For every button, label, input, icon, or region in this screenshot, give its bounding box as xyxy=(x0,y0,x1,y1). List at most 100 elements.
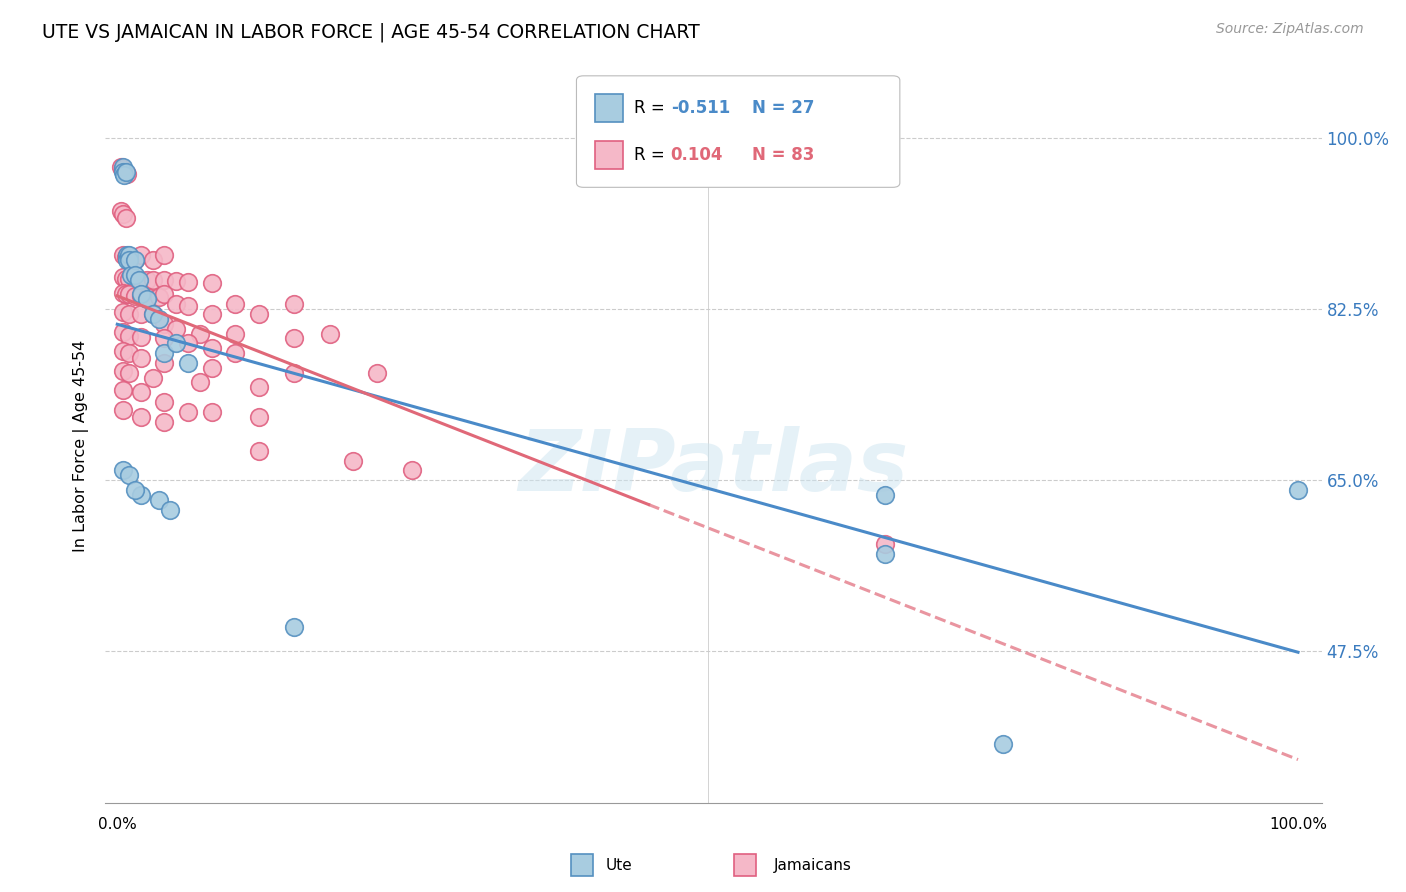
Text: Jamaicans: Jamaicans xyxy=(773,858,852,872)
Point xyxy=(401,463,423,477)
Point xyxy=(112,344,135,359)
Point xyxy=(153,415,176,429)
Text: Source: ZipAtlas.com: Source: ZipAtlas.com xyxy=(1216,22,1364,37)
Point xyxy=(112,463,135,477)
Point xyxy=(128,273,150,287)
Point xyxy=(142,307,165,321)
Text: -0.511: -0.511 xyxy=(671,99,730,117)
Point xyxy=(153,331,176,345)
Point xyxy=(188,376,211,390)
Point xyxy=(120,268,142,282)
Point xyxy=(873,488,896,502)
Y-axis label: In Labor Force | Age 45-54: In Labor Force | Age 45-54 xyxy=(73,340,90,552)
Point xyxy=(124,253,146,268)
Point xyxy=(148,290,170,304)
Point xyxy=(118,468,141,483)
Point xyxy=(114,272,136,286)
Point xyxy=(112,384,135,398)
Point xyxy=(135,273,157,287)
Point xyxy=(224,346,246,360)
Point xyxy=(201,405,224,419)
Point xyxy=(124,272,146,286)
Point xyxy=(153,248,176,262)
Point xyxy=(112,285,135,300)
Point xyxy=(118,366,141,380)
Point xyxy=(112,207,135,221)
Point xyxy=(201,276,224,290)
Point xyxy=(129,273,152,287)
Point xyxy=(142,253,165,268)
Point xyxy=(342,453,364,467)
Point xyxy=(153,273,176,287)
Point xyxy=(115,167,138,181)
Point xyxy=(112,325,135,339)
Point xyxy=(135,293,157,307)
Point xyxy=(1286,483,1309,497)
Point xyxy=(177,405,200,419)
Point xyxy=(188,326,211,341)
Point xyxy=(283,331,305,345)
Point xyxy=(247,443,270,458)
Point xyxy=(124,483,146,497)
Point xyxy=(142,307,165,321)
Point xyxy=(118,272,141,286)
Point xyxy=(224,326,246,341)
Point xyxy=(247,380,270,394)
Point xyxy=(153,395,176,409)
Point xyxy=(247,307,270,321)
Point xyxy=(118,253,141,268)
Point xyxy=(129,287,152,301)
Point xyxy=(118,346,141,360)
Point xyxy=(129,351,152,365)
Point xyxy=(177,275,200,289)
Point xyxy=(142,370,165,384)
Point xyxy=(873,547,896,561)
Point xyxy=(112,305,135,319)
Point xyxy=(118,328,141,343)
Point xyxy=(112,162,135,177)
Point xyxy=(114,250,136,264)
Point xyxy=(112,161,135,175)
Text: 100.0%: 100.0% xyxy=(1270,817,1327,832)
Point xyxy=(118,253,141,268)
Point xyxy=(201,360,224,375)
Point xyxy=(873,537,896,551)
Point xyxy=(129,248,152,262)
Point xyxy=(201,341,224,355)
Point xyxy=(224,297,246,311)
Point xyxy=(366,366,388,380)
Point xyxy=(112,364,135,378)
Point xyxy=(177,356,200,370)
Point xyxy=(114,211,136,226)
Point xyxy=(319,326,342,341)
Point xyxy=(112,269,135,284)
Point xyxy=(124,289,146,303)
Point xyxy=(114,287,136,301)
Point xyxy=(283,620,305,634)
Text: R =: R = xyxy=(634,99,671,117)
Text: 0.0%: 0.0% xyxy=(98,817,136,832)
Point xyxy=(177,336,200,351)
Text: ZIPatlas: ZIPatlas xyxy=(519,425,908,509)
Point xyxy=(114,165,136,179)
Text: Ute: Ute xyxy=(605,858,633,872)
Point xyxy=(165,336,187,351)
Point xyxy=(148,492,170,507)
Point xyxy=(148,312,170,326)
Point xyxy=(135,290,157,304)
Point xyxy=(247,409,270,424)
Text: UTE VS JAMAICAN IN LABOR FORCE | AGE 45-54 CORRELATION CHART: UTE VS JAMAICAN IN LABOR FORCE | AGE 45-… xyxy=(42,22,700,42)
Point xyxy=(142,273,165,287)
Point xyxy=(153,287,176,301)
Point xyxy=(991,737,1014,751)
Point xyxy=(112,248,135,262)
Point xyxy=(110,204,132,219)
Point xyxy=(124,253,146,268)
Point xyxy=(124,268,146,282)
Point xyxy=(153,317,176,331)
Point xyxy=(165,274,187,288)
Point xyxy=(153,346,176,360)
Point xyxy=(153,356,176,370)
Point xyxy=(118,248,141,262)
Point xyxy=(165,321,187,335)
